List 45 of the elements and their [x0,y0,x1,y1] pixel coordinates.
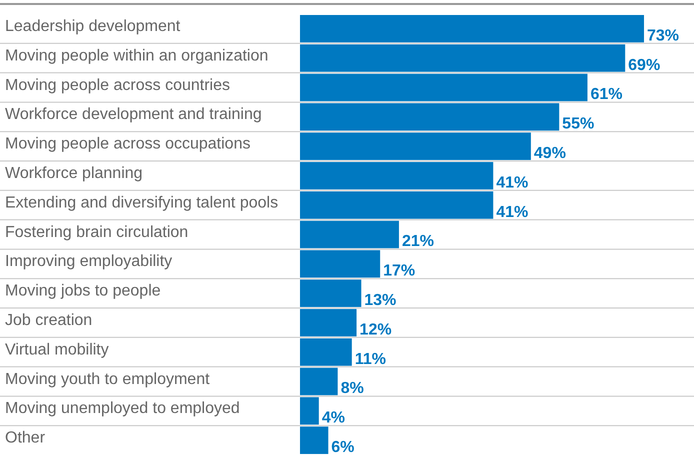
data-label: 55% [562,116,594,133]
bar [300,15,644,42]
y-tick-label: Leadership development [5,18,181,35]
data-label: 4% [322,410,345,427]
y-tick-label: Moving unemployed to employed [5,400,240,418]
bar [300,162,494,190]
bar [300,220,399,248]
bar [300,250,380,278]
y-tick-label: Moving youth to employment [5,370,210,388]
y-tick-label: Job creation [5,312,92,329]
bar [300,132,531,160]
y-tick-label: Virtual mobility [5,341,109,358]
y-tick-label: Moving people within an organization [5,47,268,64]
bar [300,397,319,425]
bar [300,338,352,366]
bar [300,368,338,396]
data-label: 61% [590,86,622,104]
y-tick-label: Workforce development and training [5,106,262,124]
y-tick-label: Workforce planning [5,165,143,182]
data-label: 41% [496,204,528,221]
data-label: 21% [402,233,434,250]
bar [300,103,560,131]
data-label: 73% [647,27,680,44]
y-tick-label: Moving jobs to people [5,282,161,300]
data-label: 13% [364,292,396,309]
data-label: 17% [383,262,416,280]
y-tick-label: Moving people across countries [5,76,230,94]
data-label: 6% [331,439,354,455]
bar [300,309,357,336]
data-label: 11% [354,350,386,368]
bar [300,191,494,219]
y-tick-label: Improving employability [5,253,172,270]
bar [300,44,626,72]
bar [300,426,328,454]
y-tick-label: Moving people across occupations [5,136,250,153]
data-label: 12% [360,321,392,338]
bar [300,74,588,102]
y-tick-label: Other [5,430,46,447]
y-tick-label: Extending and diversifying talent pools [5,194,278,212]
bar [300,280,362,307]
data-label: 8% [340,380,364,398]
data-label: 41% [496,174,528,192]
y-tick-label: Fostering brain circulation [5,224,188,241]
data-label: 69% [628,56,660,74]
data-label: 49% [534,145,566,162]
